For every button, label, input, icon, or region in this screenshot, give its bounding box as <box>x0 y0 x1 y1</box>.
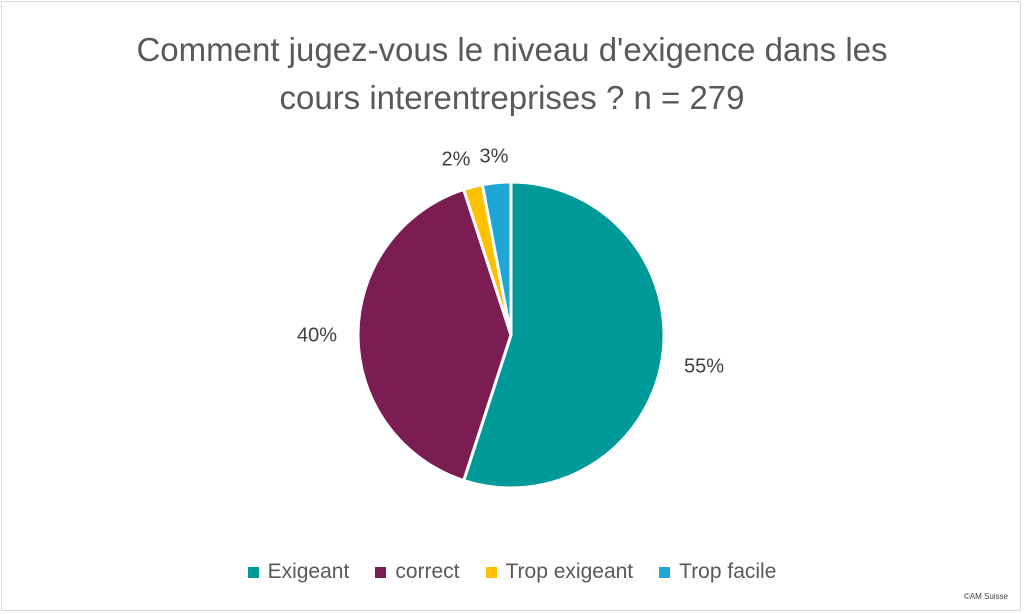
legend-swatch-correct <box>375 566 387 578</box>
legend-label-trop-exigeant: Trop exigeant <box>505 560 634 583</box>
data-label-exigeant: 55% <box>684 355 724 377</box>
pie-slice-correct <box>356 187 513 483</box>
legend-item-trop-facile: Trop facile <box>659 559 776 585</box>
legend-item-correct: correct <box>375 559 460 585</box>
legend-item-trop-exigeant: Trop exigeant <box>485 559 634 585</box>
legend-label-trop-facile: Trop facile <box>679 560 777 583</box>
pie-slice-trop-facile <box>480 180 513 337</box>
credit-text: ©AM Suisse <box>963 592 1008 601</box>
legend-label-correct: correct <box>395 560 460 583</box>
chart-title-line-1: Comment jugez-vous le niveau d'exigence … <box>136 31 888 68</box>
legend-item-exigeant: Exigeant <box>247 559 350 585</box>
legend: Exigeant correct Trop exigeant Trop faci… <box>0 559 1024 585</box>
data-label-trop-exigeant: 2% <box>442 148 471 170</box>
legend-swatch-exigeant <box>247 566 259 578</box>
data-label-trop-facile: 3% <box>480 145 509 167</box>
data-label-correct: 40% <box>297 324 337 346</box>
legend-swatch-trop-exigeant <box>485 566 497 578</box>
pie-slice-exigeant <box>462 180 666 490</box>
chart-title: Comment jugez-vous le niveau d'exigence … <box>0 26 1024 122</box>
legend-label-exigeant: Exigeant <box>267 560 350 583</box>
chart-title-line-2: cours interentreprises ? n = 279 <box>279 79 745 116</box>
legend-swatch-trop-facile <box>659 566 671 578</box>
